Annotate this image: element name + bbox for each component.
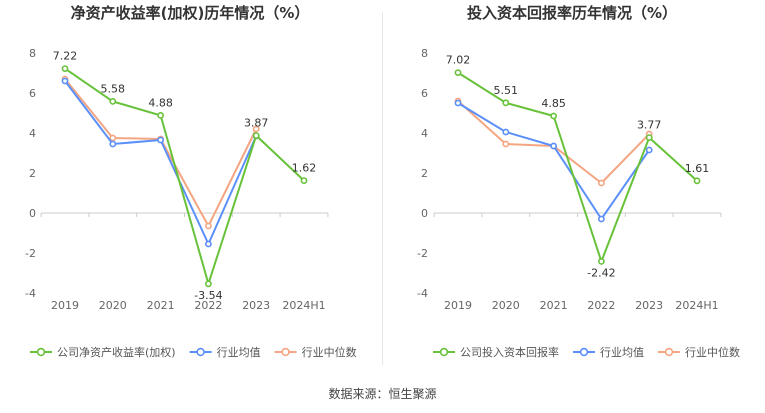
legend-item-avg[interactable]: 行业均值 [573, 346, 644, 359]
chart-title: 净资产收益率(加权)历年情况（%） [71, 4, 310, 22]
data-point-avg [61, 77, 69, 85]
y-tick-label: -4 [417, 287, 428, 300]
x-tick-label: 2022 [587, 299, 615, 312]
x-tick-label: 2019 [51, 299, 79, 312]
data-label: -2.42 [587, 266, 615, 279]
chart-title: 投入资本回报率历年情况（%） [467, 4, 677, 22]
legend-item-median[interactable]: 行业中位数 [274, 345, 357, 359]
data-point-avg [109, 140, 117, 148]
data-label: -3.54 [194, 289, 222, 302]
x-tick-label: 2024H1 [675, 299, 718, 312]
y-tick-label: 4 [421, 127, 428, 140]
y-tick-label: 8 [29, 47, 36, 60]
x-tick-label: 2020 [492, 299, 520, 312]
data-point-company [61, 65, 69, 72]
data-label: 4.88 [148, 96, 173, 109]
series-line-avg [457, 102, 651, 221]
legend-swatch-marker [36, 347, 46, 357]
series-line-company [64, 67, 305, 288]
legend-item-company[interactable]: 公司投入资本回报率 [433, 345, 559, 359]
data-point-avg [454, 99, 462, 107]
data-point-avg [157, 136, 164, 144]
y-tick-label: 4 [29, 127, 36, 140]
legend-item-median[interactable]: 行业中位数 [658, 345, 740, 359]
legend: 公司净资产收益率(加权) 行业均值 行业中位数 [30, 345, 357, 359]
data-point-company [300, 177, 308, 184]
data-point-avg [550, 142, 557, 150]
data-point-company [598, 257, 605, 265]
series-line-company [457, 71, 698, 265]
x-tick-label: 2022 [194, 299, 222, 312]
data-point-company [645, 134, 653, 141]
y-tick-label: 6 [421, 87, 428, 100]
x-tick-label: 2024H1 [282, 299, 325, 312]
data-point-company [252, 132, 260, 139]
y-tick-label: -4 [25, 287, 36, 300]
data-point-company [550, 112, 557, 120]
y-tick-label: 6 [29, 87, 36, 100]
y-tick-label: 0 [29, 207, 36, 220]
data-point-avg [204, 240, 212, 248]
data-label: 3.77 [637, 119, 662, 132]
source-text: 数据来源：恒生聚源 [328, 386, 436, 401]
data-label: 7.02 [446, 54, 471, 67]
y-tick-label: 8 [421, 47, 428, 60]
data-point-company [109, 98, 117, 105]
data-point-company [502, 99, 510, 107]
legend-label: 行业中位数 [685, 345, 740, 359]
data-point-company [157, 112, 164, 119]
data-point-median [109, 134, 117, 142]
data-label: 1.62 [292, 162, 317, 175]
data-point-avg [598, 215, 605, 223]
legend-label: 行业中位数 [302, 345, 357, 359]
legend-swatch-marker [439, 347, 449, 357]
data-label: 5.58 [101, 82, 126, 95]
legend-item-avg[interactable]: 行业均值 [189, 346, 261, 359]
chart-panel-2: 投入资本回报率历年情况（%） 8 6 4 2 0 -2 -4 2019 2020 2021 2022 2… [417, 4, 740, 359]
x-tick-label: 2023 [242, 299, 270, 312]
y-tick-label: -2 [417, 247, 428, 260]
x-tick-label: 2019 [444, 299, 472, 312]
data-point-company [454, 69, 462, 76]
legend-swatch-marker [579, 347, 589, 357]
legend-swatch-marker [664, 347, 674, 357]
data-label: 3.87 [244, 117, 269, 130]
y-tick-label: 2 [421, 167, 428, 180]
y-tick-label: 0 [421, 207, 428, 220]
data-point-company [693, 177, 701, 185]
data-point-avg [502, 128, 510, 136]
data-point-median [252, 125, 260, 133]
legend-label: 行业均值 [600, 346, 644, 359]
legend-item-company[interactable]: 公司净资产收益率(加权) [30, 345, 176, 359]
data-label: 4.85 [541, 97, 566, 110]
legend: 公司投入资本回报率 行业均值 行业中位数 [433, 345, 740, 359]
chart-panel-1: 净资产收益率(加权)历年情况（%） 8 6 4 2 0 -2 -4 2019 2020 2021 20… [25, 4, 357, 359]
legend-swatch-marker [196, 347, 205, 357]
data-label: 5.51 [494, 84, 519, 97]
legend-swatch-marker [281, 347, 290, 357]
legend-label: 行业均值 [217, 346, 261, 359]
x-tick-label: 2021 [147, 299, 175, 312]
x-tick-label: 2023 [635, 299, 663, 312]
data-point-avg [645, 146, 653, 154]
data-label: 1.61 [685, 162, 710, 175]
data-point-median [204, 222, 212, 230]
data-point-median [502, 140, 510, 148]
legend-label: 公司净资产收益率(加权) [57, 345, 176, 359]
data-label: 7.22 [53, 50, 78, 63]
data-point-company [204, 280, 212, 288]
y-tick-label: 2 [29, 167, 36, 180]
y-tick-label: -2 [25, 247, 36, 260]
x-tick-label: 2021 [540, 299, 568, 312]
legend-label: 公司投入资本回报率 [460, 345, 559, 359]
data-point-median [598, 179, 605, 187]
x-tick-label: 2020 [99, 299, 127, 312]
